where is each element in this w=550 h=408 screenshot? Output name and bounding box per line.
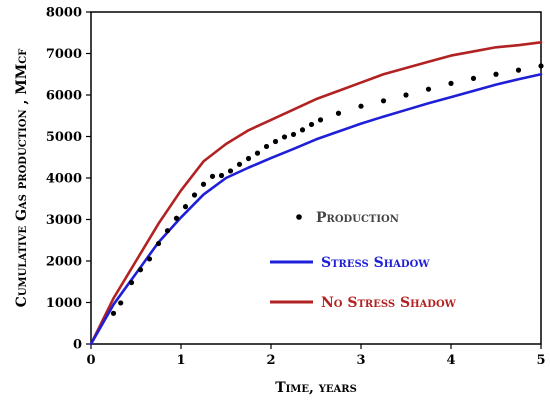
production-point [164, 228, 171, 234]
y-tick-label: 4000 [46, 172, 82, 187]
production-point [281, 134, 288, 140]
production-point [182, 204, 189, 210]
production-point [218, 172, 225, 179]
y-tick-label: 3000 [46, 213, 82, 228]
x-tick-label: 1 [176, 353, 185, 368]
x-axis-title: Time, years [275, 380, 357, 396]
production-point [146, 256, 153, 262]
plot-area [90, 11, 542, 345]
y-axis-ticks: 0 1000 2000 3000 4000 5000 6000 7000 8000 [46, 6, 91, 353]
legend-label-production: Production [316, 210, 399, 226]
series-line-stress-shadow [89, 72, 543, 346]
production-point [290, 131, 297, 138]
production-point [470, 75, 477, 81]
production-point [448, 80, 454, 86]
x-tick-label: 3 [356, 353, 365, 368]
production-point [515, 67, 522, 73]
production-point [380, 98, 387, 104]
production-point [263, 143, 270, 150]
production-point [236, 161, 243, 167]
production-point [254, 150, 261, 156]
series-line-no-stress-shadow [89, 41, 543, 346]
production-point [227, 168, 234, 174]
production-point [425, 86, 432, 92]
y-tick-label: 0 [73, 338, 82, 353]
production-point [358, 103, 364, 109]
production-point [299, 127, 306, 133]
legend-label-no-stress-shadow: No Stress Shadow [321, 295, 457, 311]
production-point [403, 92, 409, 98]
x-tick-label: 2 [266, 353, 275, 368]
y-tick-label: 1000 [46, 296, 82, 311]
production-point [493, 71, 499, 77]
production-point [317, 117, 324, 123]
production-point [308, 121, 315, 128]
y-tick-label: 2000 [46, 255, 82, 270]
production-point [155, 240, 162, 247]
production-point [110, 310, 117, 316]
series-points [110, 63, 544, 316]
production-point [118, 300, 124, 306]
x-axis-ticks: 0 1 2 3 4 5 [86, 344, 546, 368]
y-tick-label: 7000 [46, 47, 82, 62]
legend-marker-production [296, 214, 302, 220]
legend: Production Stress Shadow No Stress Shadow [270, 210, 457, 311]
y-tick-label: 8000 [46, 6, 82, 21]
legend-label-stress-shadow: Stress Shadow [321, 255, 430, 271]
production-point [209, 173, 216, 179]
x-tick-label: 5 [536, 353, 545, 368]
production-point [245, 155, 252, 162]
production-point [272, 138, 279, 145]
y-tick-label: 5000 [46, 130, 82, 145]
production-point [191, 192, 198, 198]
y-axis-title: Cumulative Gas production , MMcf [14, 49, 30, 308]
series-lines [89, 41, 543, 346]
production-point [335, 110, 342, 116]
production-point [538, 63, 544, 69]
production-point [128, 279, 135, 286]
y-tick-label: 6000 [46, 89, 82, 104]
x-tick-label: 0 [86, 353, 95, 368]
production-point [137, 267, 144, 273]
production-point [200, 181, 207, 187]
production-point [173, 215, 180, 221]
x-tick-label: 4 [446, 353, 455, 368]
